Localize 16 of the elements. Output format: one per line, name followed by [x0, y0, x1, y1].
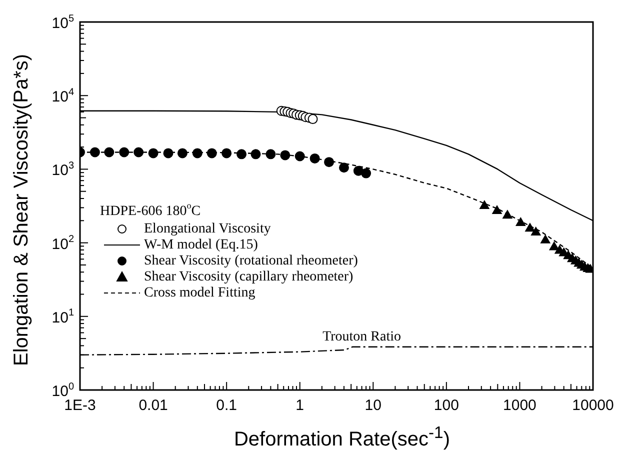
x-tick-label: 10000 [572, 397, 614, 414]
x-tick-label: 1 [296, 397, 304, 414]
legend-label: Cross model Fitting [144, 286, 256, 301]
x-tick-label: 0.1 [216, 397, 238, 414]
x-axis-title: Deformation Rate(sec$^{-1}$) [232, 423, 451, 452]
legend-label: Shear Viscosity (capillary rheometer) [144, 270, 354, 285]
annotation: Trouton Ratio [322, 330, 402, 345]
x-tick-label: 1E-3 [64, 397, 96, 414]
y-axis-title: Elongation & Shear Viscosity(Pa*s) [10, 54, 34, 366]
x-tick-label: 10 [364, 397, 382, 414]
legend-label: Shear Viscosity (rotational rheometer) [144, 254, 358, 269]
x-tick-label: 0.01 [138, 397, 168, 414]
x-tick-label: 100 [434, 397, 459, 414]
legend-label: W-M model (Eq.15) [144, 238, 258, 253]
x-tick-label: 1000 [503, 397, 536, 414]
legend-label: Elongational Viscosity [144, 222, 271, 237]
